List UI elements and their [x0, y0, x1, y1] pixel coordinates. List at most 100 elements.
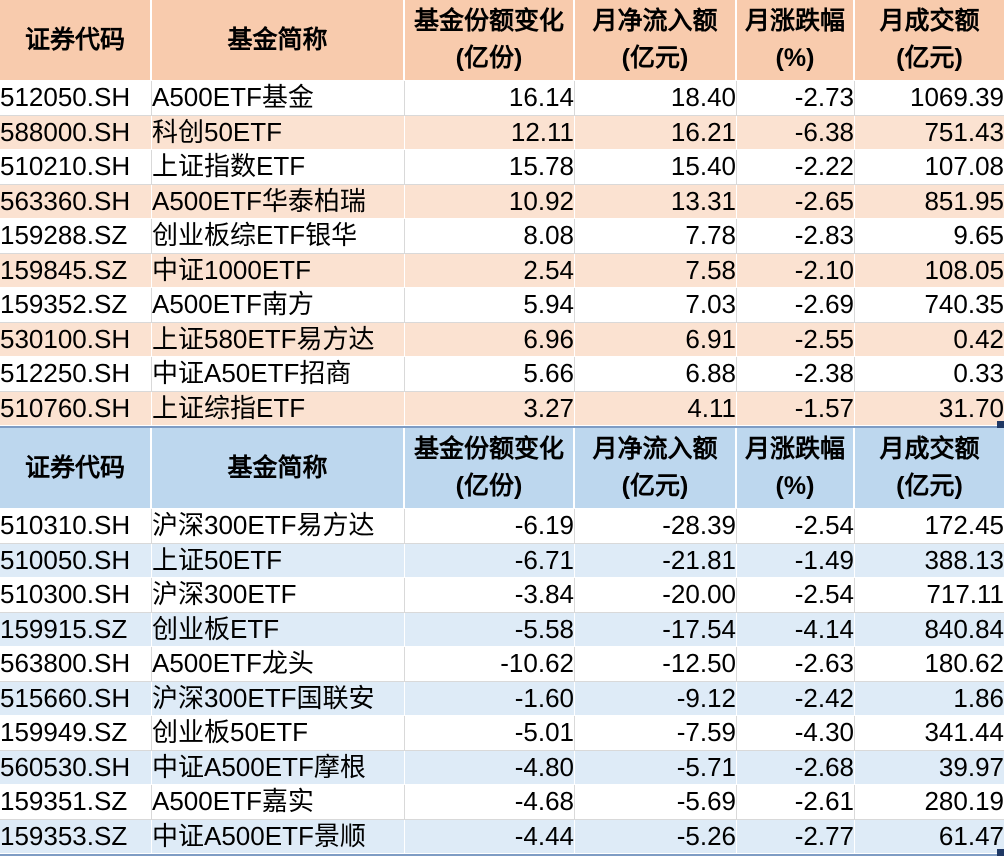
security-code-cell[interactable]: 563800.SH: [0, 647, 152, 682]
value-cell[interactable]: -5.58: [405, 612, 575, 647]
security-code-cell[interactable]: 515660.SH: [0, 681, 152, 716]
value-cell[interactable]: 1.86: [855, 681, 1004, 716]
column-header[interactable]: 月净流入额 (亿元): [575, 0, 737, 81]
fund-name-cell[interactable]: 创业板ETF: [152, 612, 405, 647]
fund-name-cell[interactable]: 科创50ETF: [152, 115, 405, 150]
column-header[interactable]: 月涨跌幅 (%): [737, 0, 855, 81]
value-cell[interactable]: 388.13: [855, 543, 1004, 578]
security-code-cell[interactable]: 530100.SH: [0, 322, 152, 357]
value-cell[interactable]: 107.08: [855, 150, 1004, 185]
value-cell[interactable]: -2.65: [737, 184, 855, 219]
fund-name-cell[interactable]: 中证1000ETF: [152, 253, 405, 288]
security-code-cell[interactable]: 512250.SH: [0, 357, 152, 392]
security-code-cell[interactable]: 159352.SZ: [0, 288, 152, 323]
value-cell[interactable]: -2.68: [737, 750, 855, 785]
fund-name-cell[interactable]: A500ETF龙头: [152, 647, 405, 682]
fund-name-cell[interactable]: 沪深300ETF: [152, 578, 405, 613]
value-cell[interactable]: -2.55: [737, 322, 855, 357]
fund-name-cell[interactable]: 创业板综ETF银华: [152, 219, 405, 254]
value-cell[interactable]: 717.11: [855, 578, 1004, 613]
value-cell[interactable]: -9.12: [575, 681, 737, 716]
column-header[interactable]: 基金份额变化 (亿份): [405, 0, 575, 81]
value-cell[interactable]: -1.49: [737, 543, 855, 578]
value-cell[interactable]: -2.83: [737, 219, 855, 254]
value-cell[interactable]: -4.14: [737, 612, 855, 647]
value-cell[interactable]: 1069.39: [855, 81, 1004, 116]
column-header[interactable]: 月成交额 (亿元): [855, 0, 1004, 81]
value-cell[interactable]: -2.54: [737, 578, 855, 613]
value-cell[interactable]: 15.78: [405, 150, 575, 185]
value-cell[interactable]: -12.50: [575, 647, 737, 682]
security-code-cell[interactable]: 159845.SZ: [0, 253, 152, 288]
selection-fill-handle-icon[interactable]: [997, 421, 1004, 428]
fund-name-cell[interactable]: 中证A500ETF摩根: [152, 750, 405, 785]
value-cell[interactable]: -5.69: [575, 785, 737, 820]
value-cell[interactable]: 172.45: [855, 509, 1004, 544]
fund-name-cell[interactable]: 沪深300ETF国联安: [152, 681, 405, 716]
fund-name-cell[interactable]: 上证综指ETF: [152, 391, 405, 426]
value-cell[interactable]: 18.40: [575, 81, 737, 116]
value-cell[interactable]: 180.62: [855, 647, 1004, 682]
value-cell[interactable]: 0.33: [855, 357, 1004, 392]
value-cell[interactable]: 15.40: [575, 150, 737, 185]
fund-name-cell[interactable]: A500ETF华泰柏瑞: [152, 184, 405, 219]
value-cell[interactable]: 341.44: [855, 716, 1004, 751]
security-code-cell[interactable]: 510310.SH: [0, 509, 152, 544]
value-cell[interactable]: -1.57: [737, 391, 855, 426]
value-cell[interactable]: 851.95: [855, 184, 1004, 219]
column-header[interactable]: 基金简称: [152, 0, 405, 81]
fund-name-cell[interactable]: A500ETF嘉实: [152, 785, 405, 820]
value-cell[interactable]: 840.84: [855, 612, 1004, 647]
value-cell[interactable]: 0.42: [855, 322, 1004, 357]
fund-name-cell[interactable]: 上证指数ETF: [152, 150, 405, 185]
value-cell[interactable]: -2.38: [737, 357, 855, 392]
security-code-cell[interactable]: 510760.SH: [0, 391, 152, 426]
value-cell[interactable]: 6.91: [575, 322, 737, 357]
value-cell[interactable]: 9.65: [855, 219, 1004, 254]
value-cell[interactable]: 280.19: [855, 785, 1004, 820]
column-header[interactable]: 基金简称: [152, 428, 405, 509]
security-code-cell[interactable]: 560530.SH: [0, 750, 152, 785]
security-code-cell[interactable]: 159915.SZ: [0, 612, 152, 647]
security-code-cell[interactable]: 588000.SH: [0, 115, 152, 150]
value-cell[interactable]: 5.66: [405, 357, 575, 392]
value-cell[interactable]: -6.38: [737, 115, 855, 150]
value-cell[interactable]: 7.58: [575, 253, 737, 288]
value-cell[interactable]: -6.71: [405, 543, 575, 578]
value-cell[interactable]: 7.03: [575, 288, 737, 323]
value-cell[interactable]: -2.63: [737, 647, 855, 682]
value-cell[interactable]: -5.01: [405, 716, 575, 751]
value-cell[interactable]: -20.00: [575, 578, 737, 613]
column-header[interactable]: 月净流入额 (亿元): [575, 428, 737, 509]
value-cell[interactable]: 108.05: [855, 253, 1004, 288]
security-code-cell[interactable]: 563360.SH: [0, 184, 152, 219]
fund-name-cell[interactable]: A500ETF基金: [152, 81, 405, 116]
value-cell[interactable]: -10.62: [405, 647, 575, 682]
value-cell[interactable]: -21.81: [575, 543, 737, 578]
fund-name-cell[interactable]: 上证50ETF: [152, 543, 405, 578]
value-cell[interactable]: 16.21: [575, 115, 737, 150]
column-header[interactable]: 月涨跌幅 (%): [737, 428, 855, 509]
fund-name-cell[interactable]: A500ETF南方: [152, 288, 405, 323]
value-cell[interactable]: 39.97: [855, 750, 1004, 785]
value-cell[interactable]: 16.14: [405, 81, 575, 116]
value-cell[interactable]: -2.22: [737, 150, 855, 185]
value-cell[interactable]: -3.84: [405, 578, 575, 613]
value-cell[interactable]: -2.69: [737, 288, 855, 323]
security-code-cell[interactable]: 510210.SH: [0, 150, 152, 185]
value-cell[interactable]: -7.59: [575, 716, 737, 751]
value-cell[interactable]: -2.42: [737, 681, 855, 716]
value-cell[interactable]: 6.96: [405, 322, 575, 357]
column-header[interactable]: 月成交额 (亿元): [855, 428, 1004, 509]
value-cell[interactable]: 740.35: [855, 288, 1004, 323]
security-code-cell[interactable]: 512050.SH: [0, 81, 152, 116]
fund-name-cell[interactable]: 沪深300ETF易方达: [152, 509, 405, 544]
value-cell[interactable]: -5.71: [575, 750, 737, 785]
value-cell[interactable]: 6.88: [575, 357, 737, 392]
value-cell[interactable]: 12.11: [405, 115, 575, 150]
security-code-cell[interactable]: 159351.SZ: [0, 785, 152, 820]
value-cell[interactable]: 5.94: [405, 288, 575, 323]
value-cell[interactable]: -2.61: [737, 785, 855, 820]
value-cell[interactable]: 751.43: [855, 115, 1004, 150]
selection-fill-handle-icon[interactable]: [997, 849, 1004, 856]
